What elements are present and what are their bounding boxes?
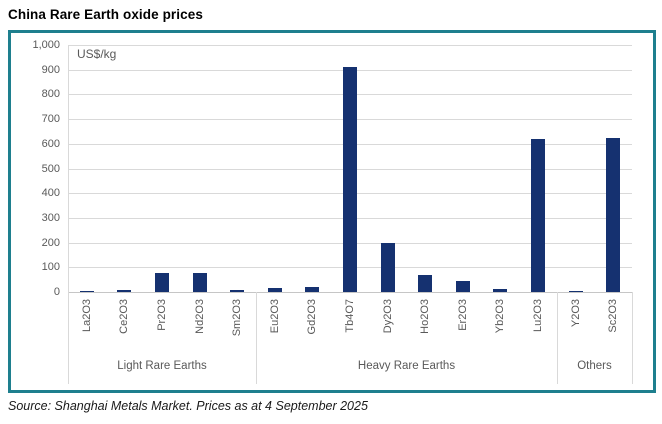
source-note: Source: Shanghai Metals Market. Prices a… [8, 399, 368, 413]
page-title: China Rare Earth oxide prices [8, 7, 203, 22]
unit-label: US$/kg [77, 47, 117, 61]
chart-frame [8, 30, 656, 393]
